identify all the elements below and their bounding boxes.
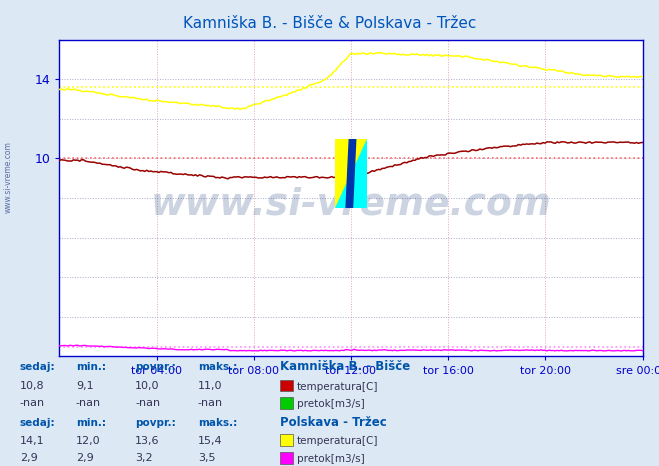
Text: sedaj:: sedaj: xyxy=(20,418,55,428)
Text: 13,6: 13,6 xyxy=(135,436,159,445)
Polygon shape xyxy=(335,139,367,208)
Text: -nan: -nan xyxy=(135,398,160,408)
Text: min.:: min.: xyxy=(76,418,106,428)
Text: povpr.:: povpr.: xyxy=(135,363,176,372)
Text: 15,4: 15,4 xyxy=(198,436,222,445)
Text: 11,0: 11,0 xyxy=(198,381,222,391)
Text: 10,8: 10,8 xyxy=(20,381,44,391)
Text: 2,9: 2,9 xyxy=(20,453,38,463)
Text: Kamniška B. - Bišče: Kamniška B. - Bišče xyxy=(280,361,411,373)
Text: temperatura[C]: temperatura[C] xyxy=(297,436,378,446)
Text: Polskava - Tržec: Polskava - Tržec xyxy=(280,417,387,429)
Text: pretok[m3/s]: pretok[m3/s] xyxy=(297,399,364,409)
Text: www.si-vreme.com: www.si-vreme.com xyxy=(3,141,13,213)
Text: sedaj:: sedaj: xyxy=(20,363,55,372)
Text: -nan: -nan xyxy=(76,398,101,408)
Text: 9,1: 9,1 xyxy=(76,381,94,391)
Text: min.:: min.: xyxy=(76,363,106,372)
Text: maks.:: maks.: xyxy=(198,418,237,428)
Polygon shape xyxy=(335,139,367,208)
Text: povpr.:: povpr.: xyxy=(135,418,176,428)
Text: www.si-vreme.com: www.si-vreme.com xyxy=(150,186,552,222)
Text: temperatura[C]: temperatura[C] xyxy=(297,382,378,392)
Text: 3,2: 3,2 xyxy=(135,453,153,463)
Text: -nan: -nan xyxy=(198,398,223,408)
Text: 12,0: 12,0 xyxy=(76,436,100,445)
Text: 2,9: 2,9 xyxy=(76,453,94,463)
Text: 10,0: 10,0 xyxy=(135,381,159,391)
Text: 3,5: 3,5 xyxy=(198,453,215,463)
Text: 14,1: 14,1 xyxy=(20,436,44,445)
Text: -nan: -nan xyxy=(20,398,45,408)
Text: pretok[m3/s]: pretok[m3/s] xyxy=(297,454,364,464)
Text: Kamniška B. - Bišče & Polskava - Tržec: Kamniška B. - Bišče & Polskava - Tržec xyxy=(183,16,476,31)
Text: maks.:: maks.: xyxy=(198,363,237,372)
Polygon shape xyxy=(346,139,356,208)
